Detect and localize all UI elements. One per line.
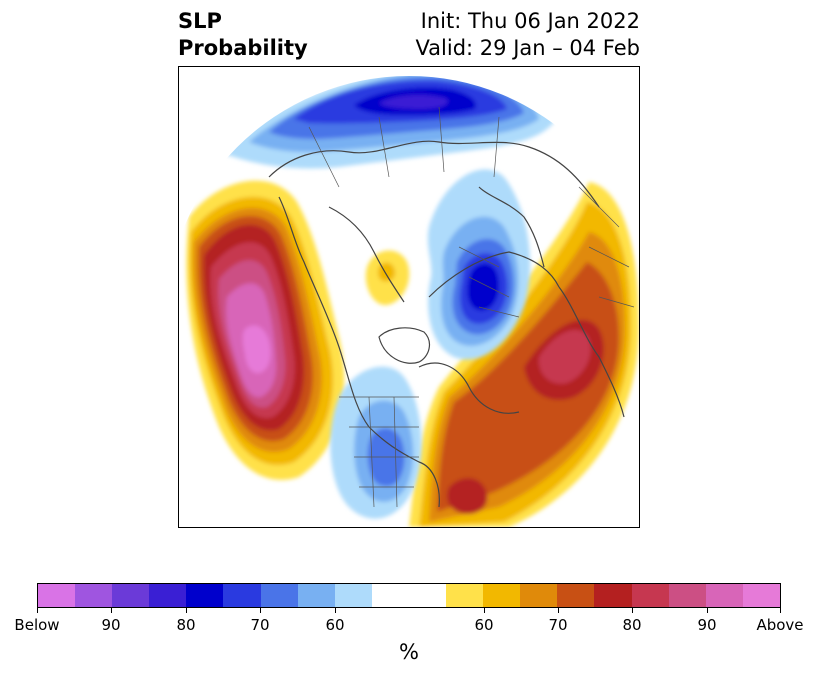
colorbar xyxy=(37,583,781,608)
colorbar-tick xyxy=(186,608,187,613)
colorbar-label-above-90: 90 xyxy=(697,616,717,634)
colorbar-label-above-60: 60 xyxy=(474,616,494,634)
colorbar-cell-12 xyxy=(446,584,484,607)
colorbar-label-below-80: 80 xyxy=(176,616,196,634)
chart-title-left: SLP Probability xyxy=(178,8,308,62)
atlantic-above-normal-region xyxy=(409,182,639,527)
colorbar-label-below-90: 90 xyxy=(101,616,121,634)
colorbar-cell-8 xyxy=(297,584,335,607)
colorbar-tick xyxy=(37,608,38,613)
colorbar-cell-17 xyxy=(631,584,669,607)
colorbar-cell-6 xyxy=(223,584,261,607)
country-borders xyxy=(308,106,635,508)
colorbar-cell-14 xyxy=(520,584,558,607)
probability-map xyxy=(178,66,640,528)
colorbar-label-below-70: 70 xyxy=(250,616,270,634)
colorbar-label-above-70: 70 xyxy=(548,616,568,634)
coastlines xyxy=(268,140,625,508)
colorbar-cell-11 xyxy=(408,584,447,607)
colorbar-label-above: Above xyxy=(756,616,804,634)
colorbar-cell-18 xyxy=(668,584,706,607)
variable-title: SLP xyxy=(178,9,222,33)
colorbar-label-below: Below xyxy=(14,616,60,634)
colorbar-cell-9 xyxy=(334,584,372,607)
colorbar-cell-20 xyxy=(742,584,780,607)
colorbar-cell-16 xyxy=(594,584,632,607)
colorbar-tick xyxy=(335,608,336,613)
colorbar-unit-label: % xyxy=(399,640,419,664)
colorbar-cell-4 xyxy=(149,584,187,607)
colorbar-cell-15 xyxy=(557,584,595,607)
colorbar-tick xyxy=(632,608,633,613)
chart-title-right: Init: Thu 06 Jan 2022 Valid: 29 Jan – 04… xyxy=(415,8,640,62)
colorbar-cell-19 xyxy=(705,584,743,607)
colorbar-cell-5 xyxy=(186,584,224,607)
init-date: Init: Thu 06 Jan 2022 xyxy=(420,9,640,33)
scandinavia-below-normal-region xyxy=(427,169,531,360)
colorbar-tick xyxy=(707,608,708,613)
colorbar-cell-13 xyxy=(483,584,521,607)
colorbar-label-above-80: 80 xyxy=(622,616,642,634)
colorbar-tick xyxy=(780,608,781,613)
product-title: Probability xyxy=(178,36,308,60)
colorbar-cell-7 xyxy=(260,584,298,607)
polar-map-svg xyxy=(179,76,639,527)
colorbar-tick xyxy=(484,608,485,613)
colorbar-tick xyxy=(111,608,112,613)
colorbar-cell-2 xyxy=(75,584,113,607)
colorbar-label-below-60: 60 xyxy=(325,616,345,634)
colorbar-cell-10 xyxy=(371,584,409,607)
colorbar-cell-3 xyxy=(112,584,150,607)
colorbar-tick xyxy=(260,608,261,613)
pacific-above-normal-region xyxy=(186,180,345,480)
valid-period: Valid: 29 Jan – 04 Feb xyxy=(415,36,640,60)
central-us-below-normal-region xyxy=(330,366,422,519)
colorbar-cell-1 xyxy=(38,584,76,607)
colorbar-tick xyxy=(558,608,559,613)
